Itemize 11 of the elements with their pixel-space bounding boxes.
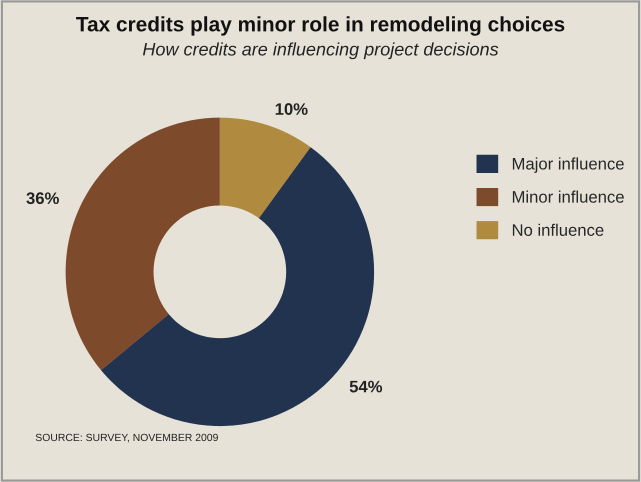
chart-title: Tax credits play minor role in remodeling choices bbox=[76, 16, 564, 36]
chart-subtitle: How credits are influencing project decisions bbox=[142, 42, 498, 60]
legend-label: Major influence bbox=[512, 157, 624, 173]
source-note: SOURCE: SURVEY, NOVEMBER 2009 bbox=[36, 434, 218, 442]
donut-slice bbox=[66, 118, 220, 370]
data-label: 10% bbox=[276, 103, 308, 115]
legend-label: No influence bbox=[512, 224, 604, 236]
legend-label: Minor influence bbox=[512, 190, 624, 203]
data-label: 36% bbox=[26, 192, 59, 204]
data-label: 54% bbox=[350, 380, 382, 392]
donut-slice bbox=[220, 118, 311, 218]
